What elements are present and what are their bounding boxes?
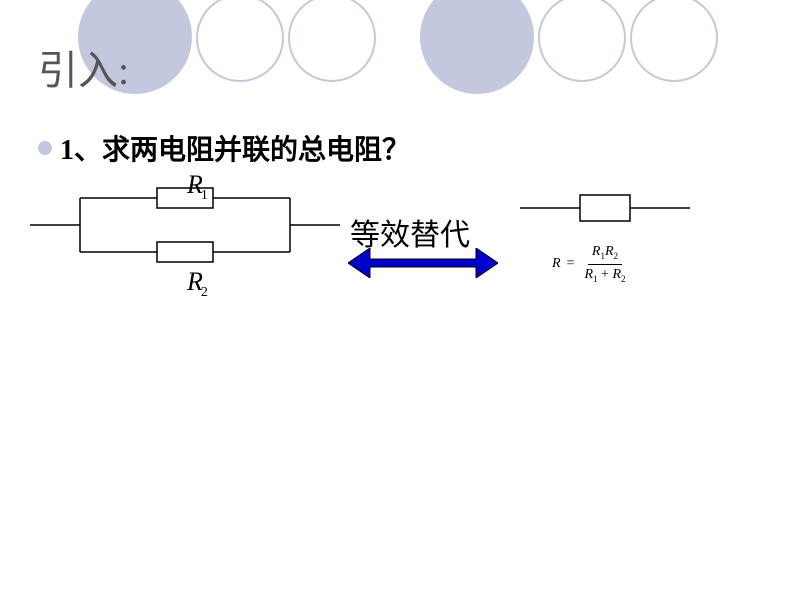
resistance-formula: R = R1R2 R1 + R2 [552,244,630,284]
bullet-icon [38,141,52,155]
question-number: 1 [60,135,74,166]
formula-equals: = [567,256,575,272]
section-title: 引入: [38,38,129,96]
question-sep: 、 [74,135,102,166]
formula-denominator: R1 + R2 [580,265,629,285]
resistor-r2-label: R2 [187,267,208,301]
double-arrow [348,248,498,283]
question-body: 求两电阻并联的总电阻？ [102,135,410,166]
resistor-r1-label: R1 [187,170,208,204]
formula-lhs: R [552,256,561,272]
question-row: 1、求两电阻并联的总电阻？ [38,128,410,168]
equivalent-circuit-diagram [520,190,690,231]
question-text: 1、求两电阻并联的总电阻？ [60,128,410,168]
formula-fraction: R1R2 R1 + R2 [580,244,629,284]
formula-numerator: R1R2 [588,244,622,265]
parallel-circuit-diagram [30,180,340,275]
